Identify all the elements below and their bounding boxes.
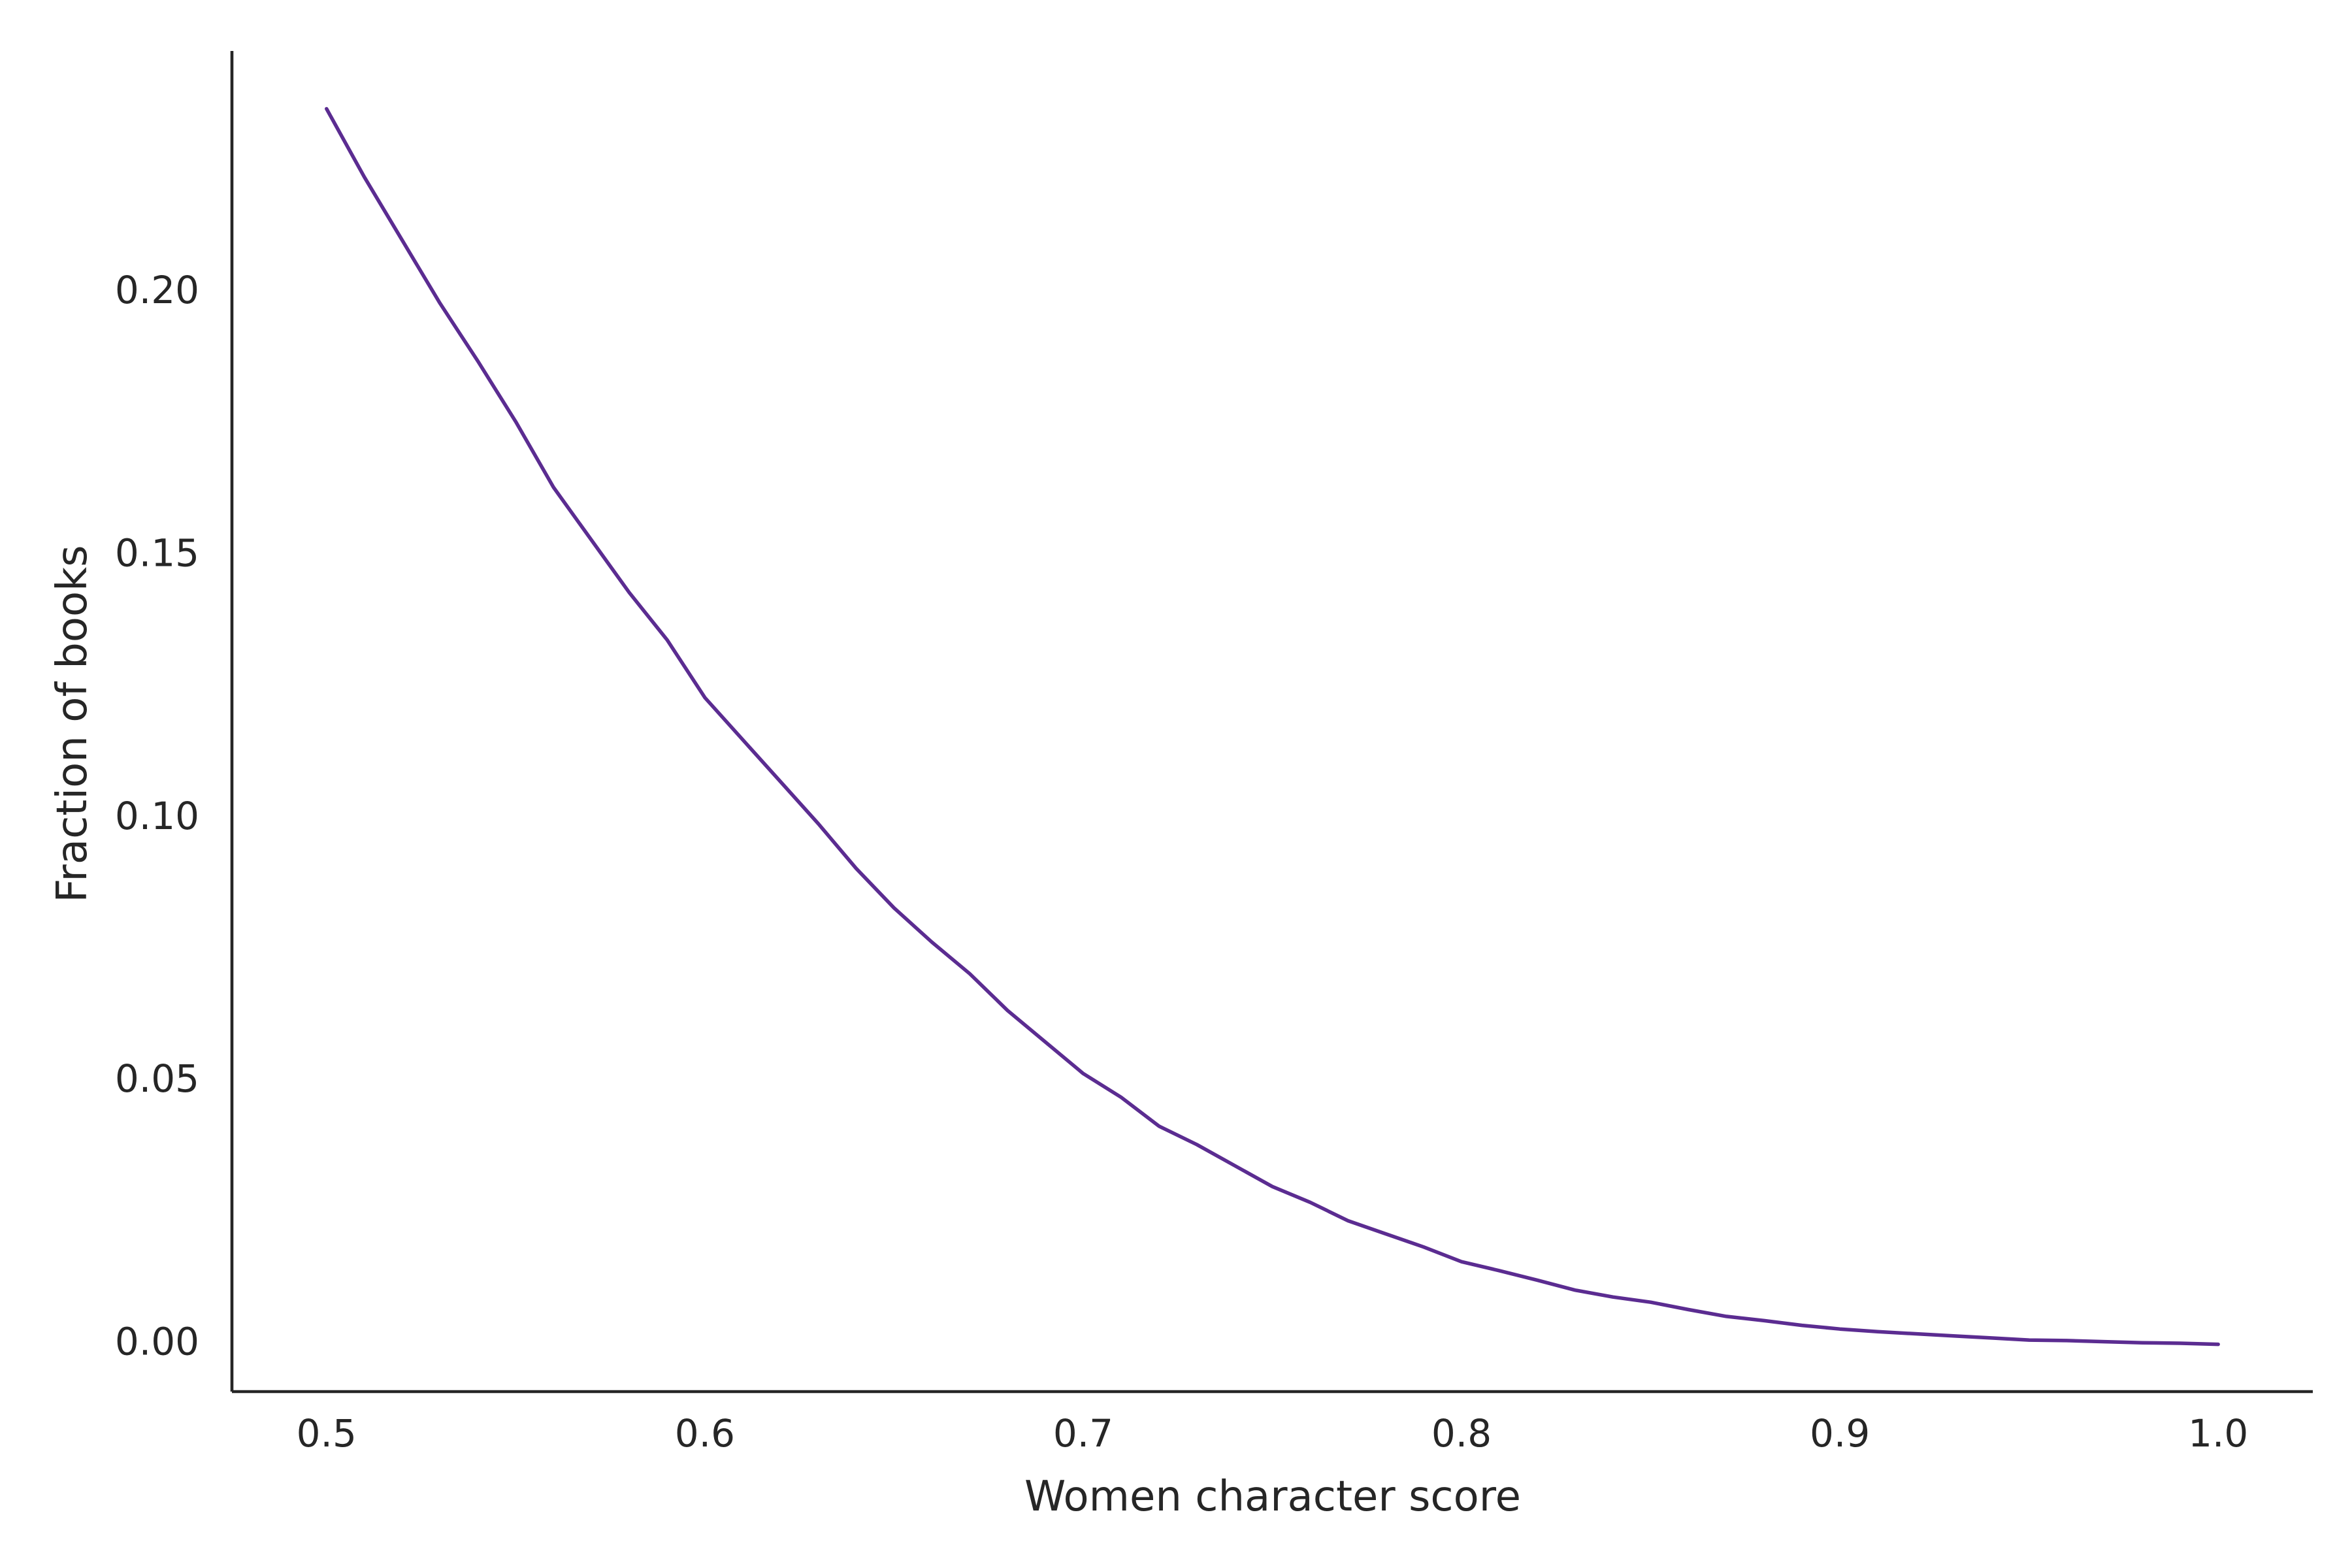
x-tick-label: 0.7 (1053, 1411, 1113, 1456)
x-tick-label: 0.6 (675, 1411, 735, 1456)
x-tick-label: 0.5 (297, 1411, 357, 1456)
y-tick-label: 0.05 (115, 1056, 199, 1101)
plot-series (325, 106, 2220, 1347)
y-tick-label: 0.00 (115, 1320, 199, 1364)
x-tick-label: 1.0 (2188, 1411, 2248, 1456)
series-line (325, 106, 2220, 1347)
y-tick-label: 0.10 (115, 794, 199, 838)
y-tick-label: 0.15 (115, 531, 199, 575)
x-axis-ticks: 0.5 0.6 0.7 0.8 0.9 1.0 (297, 1411, 2249, 1456)
x-tick-label: 0.8 (1431, 1411, 1492, 1456)
y-axis-title: Fraction of books (48, 545, 97, 902)
x-tick-label: 0.9 (1810, 1411, 1870, 1456)
x-axis-title: Women character score (1024, 1473, 1521, 1521)
y-axis-ticks: 0.00 0.05 0.10 0.15 0.20 (115, 268, 199, 1364)
y-tick-label: 0.20 (115, 268, 199, 312)
